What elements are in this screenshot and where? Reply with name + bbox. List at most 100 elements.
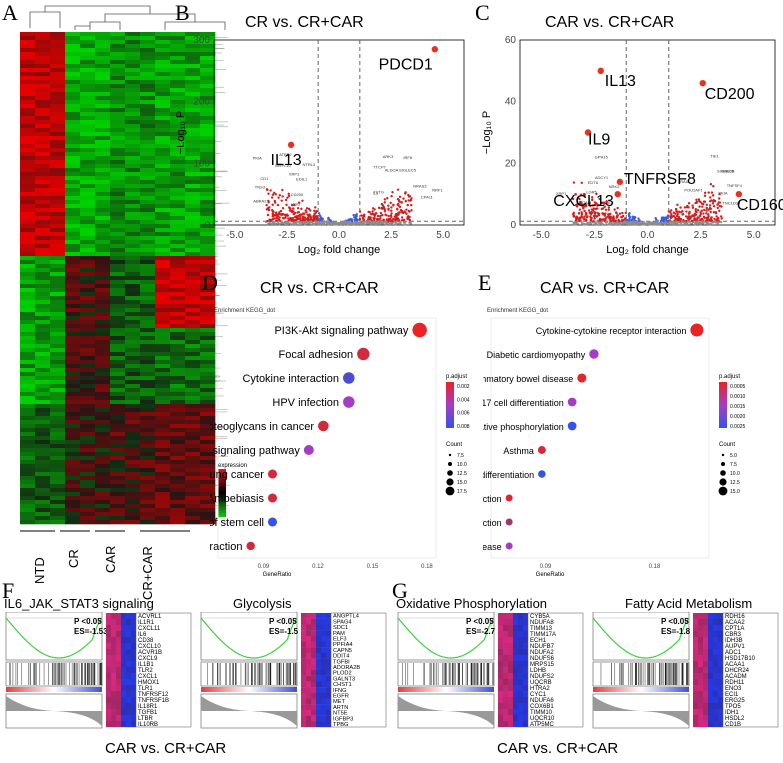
heatmap-cell bbox=[155, 32, 171, 37]
kegg-term-label: Cytokine-cytokine receptor interaction bbox=[536, 326, 687, 336]
heatmap-cell bbox=[50, 416, 66, 421]
heatmap-cell bbox=[185, 372, 201, 377]
gsea-heat-cell bbox=[508, 673, 513, 680]
heatmap-cell bbox=[50, 84, 66, 89]
heatmap-cell bbox=[140, 200, 156, 205]
heatmap-cell bbox=[110, 240, 126, 245]
heatmap-cell bbox=[200, 400, 216, 405]
heatmap-cell bbox=[200, 316, 216, 321]
volcano-point bbox=[584, 218, 587, 221]
gsea-heat-cell bbox=[111, 667, 116, 674]
gsea-heat-cell bbox=[301, 721, 306, 728]
heatmap-cell bbox=[185, 392, 201, 397]
volcano-point bbox=[396, 188, 400, 191]
heatmap-cell bbox=[20, 284, 36, 289]
heatmap-cell bbox=[125, 464, 141, 469]
heatmap-cell bbox=[65, 240, 81, 245]
volcano-point bbox=[373, 208, 376, 211]
heatmap-cell bbox=[95, 152, 111, 157]
volcano-point bbox=[575, 221, 578, 225]
heatmap-cell bbox=[65, 300, 81, 305]
heatmap-cell bbox=[125, 344, 141, 349]
heatmap-cell bbox=[35, 476, 51, 481]
heatmap-cell bbox=[185, 152, 201, 157]
heatmap-cell bbox=[140, 76, 156, 81]
gsea-heat-cell bbox=[111, 643, 116, 650]
gsea-es-value: ES=-1.5 bbox=[269, 627, 299, 636]
volcano-point bbox=[670, 222, 673, 226]
heatmap-cell bbox=[200, 168, 216, 173]
heatmap-cell bbox=[95, 336, 111, 341]
volcano-point bbox=[604, 217, 607, 221]
heatmap-cell bbox=[50, 256, 66, 261]
heatmap-cell bbox=[140, 176, 156, 181]
heatmap-cell bbox=[185, 104, 201, 109]
heatmap-cell bbox=[125, 376, 141, 381]
kegg-legend-padj-tick: 0.0010 bbox=[730, 394, 746, 400]
gsea-heat-cell bbox=[708, 709, 713, 716]
gsea-heat-cell bbox=[508, 625, 513, 632]
gsea-heat-cell bbox=[121, 625, 126, 632]
heatmap-cell bbox=[20, 212, 36, 217]
heatmap-cell bbox=[200, 288, 216, 293]
gsea-heat-cell bbox=[111, 625, 116, 632]
volcano-point bbox=[307, 222, 311, 225]
volcano-point bbox=[376, 214, 380, 218]
volcano-point bbox=[321, 218, 324, 221]
gsea-heat-cell bbox=[518, 673, 523, 680]
heatmap-cell bbox=[200, 264, 216, 269]
heatmap-cell bbox=[155, 440, 171, 445]
heatmap-cell bbox=[35, 448, 51, 453]
heatmap-cell bbox=[200, 404, 216, 409]
heatmap-cell bbox=[155, 428, 171, 433]
volcano-point bbox=[575, 205, 579, 208]
heatmap-cell bbox=[35, 404, 51, 409]
heatmap-cell bbox=[20, 252, 36, 257]
heatmap-cell bbox=[185, 248, 201, 253]
heatmap-cell bbox=[140, 32, 156, 37]
heatmap-cell bbox=[155, 44, 171, 49]
heatmap-cell bbox=[65, 144, 81, 149]
gsea-heat-cell bbox=[326, 675, 331, 682]
heatmap-cell bbox=[140, 436, 156, 441]
heatmap-cell bbox=[80, 64, 96, 69]
gsea-heat-cell bbox=[718, 637, 723, 644]
heatmap-cell bbox=[170, 240, 186, 245]
gsea-gene-label: TLR2 bbox=[138, 668, 153, 674]
heatmap-cell bbox=[125, 404, 141, 409]
heatmap-cell bbox=[50, 92, 66, 97]
kegg-x-tick: 0.18 bbox=[649, 564, 661, 570]
gsea-gene-label: UQCRB bbox=[530, 680, 552, 686]
heatmap-cell bbox=[170, 488, 186, 493]
heatmap-cell bbox=[185, 516, 201, 521]
heatmap-cell bbox=[95, 128, 111, 133]
heatmap-cell bbox=[20, 192, 36, 197]
heatmap-cell bbox=[155, 120, 171, 125]
volcano-point bbox=[303, 218, 306, 222]
gsea-heat-cell bbox=[301, 658, 306, 665]
heatmap-cell bbox=[50, 100, 66, 105]
heatmap-cell bbox=[80, 416, 96, 421]
gsea-metric-area bbox=[593, 696, 689, 726]
heatmap-cell bbox=[20, 504, 36, 509]
gsea-heat-cell bbox=[116, 631, 121, 638]
volcano-point bbox=[590, 208, 594, 211]
heatmap-cell bbox=[95, 444, 111, 449]
heatmap-cell bbox=[170, 52, 186, 57]
heatmap-cell bbox=[200, 272, 216, 277]
volcano-point bbox=[593, 214, 597, 217]
kegg-legend-count-tick: 7.5 bbox=[730, 462, 737, 468]
gsea-heat-cell bbox=[693, 637, 698, 644]
heatmap-cell bbox=[20, 184, 36, 189]
gsea-heat-cell bbox=[513, 715, 518, 722]
gsea-heat-cell bbox=[708, 715, 713, 722]
heatmap-cell bbox=[20, 312, 36, 317]
heatmap-cell bbox=[155, 344, 171, 349]
heatmap-cell bbox=[65, 340, 81, 345]
volcano-point bbox=[277, 217, 280, 221]
heatmap-cell bbox=[170, 280, 186, 285]
heatmap-cell bbox=[80, 464, 96, 469]
heatmap-cell bbox=[65, 212, 81, 217]
heatmap-cell bbox=[155, 500, 171, 505]
